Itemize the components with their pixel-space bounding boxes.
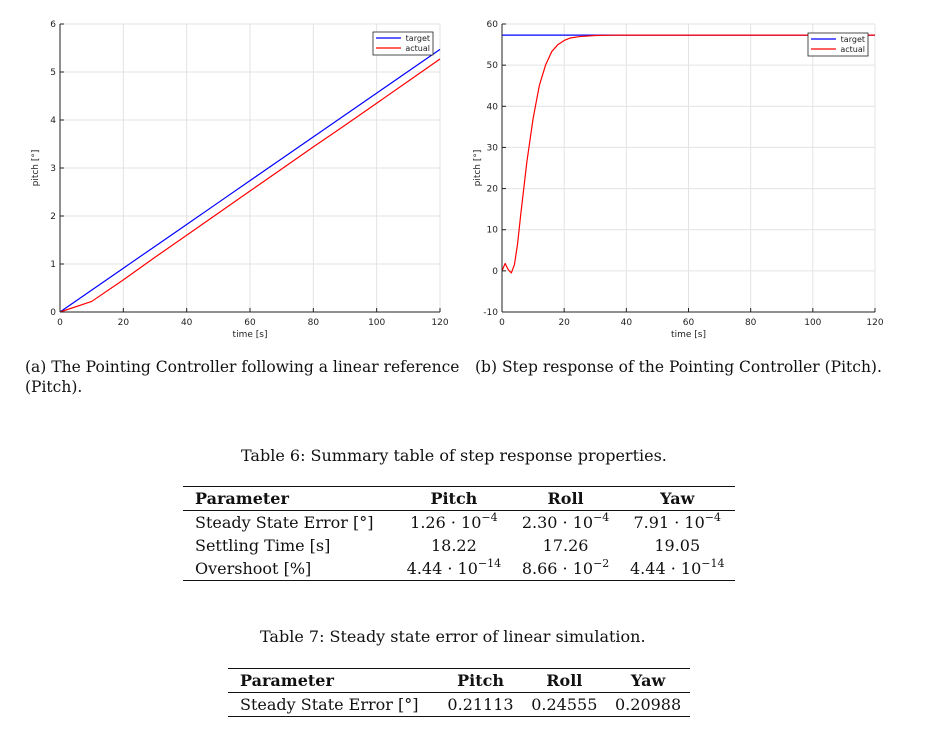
y-tick-label: 0	[50, 308, 56, 318]
table6-cell-param: Settling Time [s]	[195, 536, 331, 555]
x-tick-label: 120	[866, 318, 883, 328]
table7-caption: Table 7: Steady state error of linear si…	[260, 627, 646, 646]
table6-cell-roll: 8.66 · 10−2	[512, 557, 620, 581]
y-tick-label: 5	[50, 68, 56, 78]
y-tick-label: -10	[483, 308, 498, 318]
table6-cell-yaw: 19.05	[619, 534, 735, 557]
caption-a-line2: (Pitch).	[25, 378, 83, 396]
y-tick-label: 4	[50, 116, 56, 126]
table-row: Steady State Error [°] 1.26 · 10−4 2.30 …	[183, 511, 735, 535]
caption-b: (b) Step response of the Pointing Contro…	[475, 357, 882, 377]
plot-a-linear-reference: 0 20 40 60 80 100 120 0 1 2 3 4 5 6 time [s] pitch [°] t…	[31, 20, 449, 340]
table6-header-pitch: Pitch	[430, 489, 478, 508]
x-tick-label: 20	[558, 318, 570, 328]
x-tick-label: 100	[368, 318, 385, 328]
y-tick-label: 60	[487, 20, 499, 30]
legend-label-actual: actual	[405, 44, 430, 53]
table7-header-roll: Roll	[546, 671, 583, 690]
y-axis-label: pitch [°]	[31, 150, 41, 187]
y-axis-label: pitch [°]	[473, 150, 483, 187]
y-tick-label: 10	[487, 226, 499, 236]
cell-base: 19.05	[654, 536, 701, 555]
table6-header-yaw: Yaw	[660, 489, 695, 508]
x-tick-label: 80	[308, 318, 320, 328]
cell-base: 4.44 · 10	[630, 559, 702, 578]
legend-label-target: target	[406, 34, 430, 43]
series-line-actual	[59, 58, 441, 313]
caption-a-line1: (a) The Pointing Controller following a …	[25, 358, 460, 376]
y-tick-label: 1	[50, 260, 56, 270]
table7-cell-yaw: 0.20988	[615, 695, 682, 714]
x-tick-label: 0	[57, 318, 63, 328]
table6-cell-pitch: 18.22	[396, 534, 511, 557]
y-tick-label: 50	[487, 61, 499, 71]
table6: Parameter Pitch Roll Yaw Steady State Er…	[183, 486, 735, 581]
table7-cell-pitch: 0.21113	[447, 695, 514, 714]
cell-exp: −14	[701, 557, 725, 570]
cell-base: 2.30 · 10	[521, 513, 594, 532]
table7-cell-roll: 0.24555	[531, 695, 598, 714]
cell-exp: −4	[704, 511, 721, 524]
cell-exp: −4	[481, 511, 498, 524]
series-line-actual	[501, 34, 875, 274]
table6-header-parameter: Parameter	[195, 489, 289, 508]
table7-header-row: Parameter Pitch Roll Yaw	[228, 668, 690, 693]
x-tick-label: 40	[181, 318, 193, 328]
y-tick-label: 6	[50, 20, 56, 30]
table-row: Steady State Error [°] 0.21113 0.24555 0…	[228, 693, 690, 717]
y-tick-label: 0	[492, 267, 498, 277]
x-tick-label: 80	[745, 318, 757, 328]
y-tick-label: 30	[487, 143, 499, 153]
x-tick-label: 120	[431, 318, 448, 328]
cell-base: 18.22	[430, 536, 477, 555]
cell-exp: −14	[477, 557, 502, 570]
legend-label-actual: actual	[840, 45, 865, 54]
cell-base: 7.91 · 10	[633, 513, 705, 532]
x-tick-label: 20	[118, 318, 130, 328]
table6-header-row: Parameter Pitch Roll Yaw	[183, 486, 735, 511]
x-axis-label: time [s]	[671, 330, 706, 340]
table7-cell-param: Steady State Error [°]	[240, 695, 419, 714]
cell-base: 8.66 · 10	[521, 559, 594, 578]
x-tick-label: 40	[621, 318, 633, 328]
table6-cell-yaw: 4.44 · 10−14	[619, 557, 735, 581]
table-row: Settling Time [s] 18.22 17.26 19.05	[183, 534, 735, 557]
caption-b-line1: (b) Step response of the Pointing Contro…	[475, 358, 882, 376]
cell-exp: −4	[593, 511, 610, 524]
y-tick-label: 2	[50, 212, 56, 222]
table6-cell-roll: 2.30 · 10−4	[512, 511, 620, 535]
x-axis-label: time [s]	[233, 330, 268, 340]
table7-header-pitch: Pitch	[457, 671, 504, 690]
table6-header-roll: Roll	[547, 489, 584, 508]
x-tick-label: 100	[804, 318, 821, 328]
x-tick-label: 60	[683, 318, 695, 328]
y-tick-label: 20	[487, 185, 499, 195]
cell-base: 4.44 · 10	[406, 559, 478, 578]
table6-caption: Table 6: Summary table of step response …	[241, 446, 667, 465]
table6-cell-pitch: 4.44 · 10−14	[396, 557, 511, 581]
table7: Parameter Pitch Roll Yaw Steady State Er…	[228, 668, 690, 717]
table7-header-parameter: Parameter	[240, 671, 334, 690]
table6-cell-param: Overshoot [%]	[195, 559, 312, 578]
cell-base: 1.26 · 10	[410, 513, 482, 532]
legend-label-target: target	[841, 35, 865, 44]
y-tick-label: 40	[487, 102, 499, 112]
cell-exp: −2	[593, 557, 610, 570]
caption-a: (a) The Pointing Controller following a …	[25, 357, 465, 397]
y-tick-label: 3	[50, 164, 56, 174]
table6-cell-yaw: 7.91 · 10−4	[619, 511, 735, 535]
table6-cell-param: Steady State Error [°]	[195, 513, 374, 532]
table6-cell-roll: 17.26	[512, 534, 620, 557]
series-line-target	[59, 48, 441, 313]
table7-header-yaw: Yaw	[630, 671, 666, 690]
cell-base: 17.26	[542, 536, 589, 555]
table-row: Overshoot [%] 4.44 · 10−14 8.66 · 10−2 4…	[183, 557, 735, 581]
x-tick-label: 0	[499, 318, 505, 328]
x-tick-label: 60	[244, 318, 256, 328]
table6-cell-pitch: 1.26 · 10−4	[396, 511, 511, 535]
